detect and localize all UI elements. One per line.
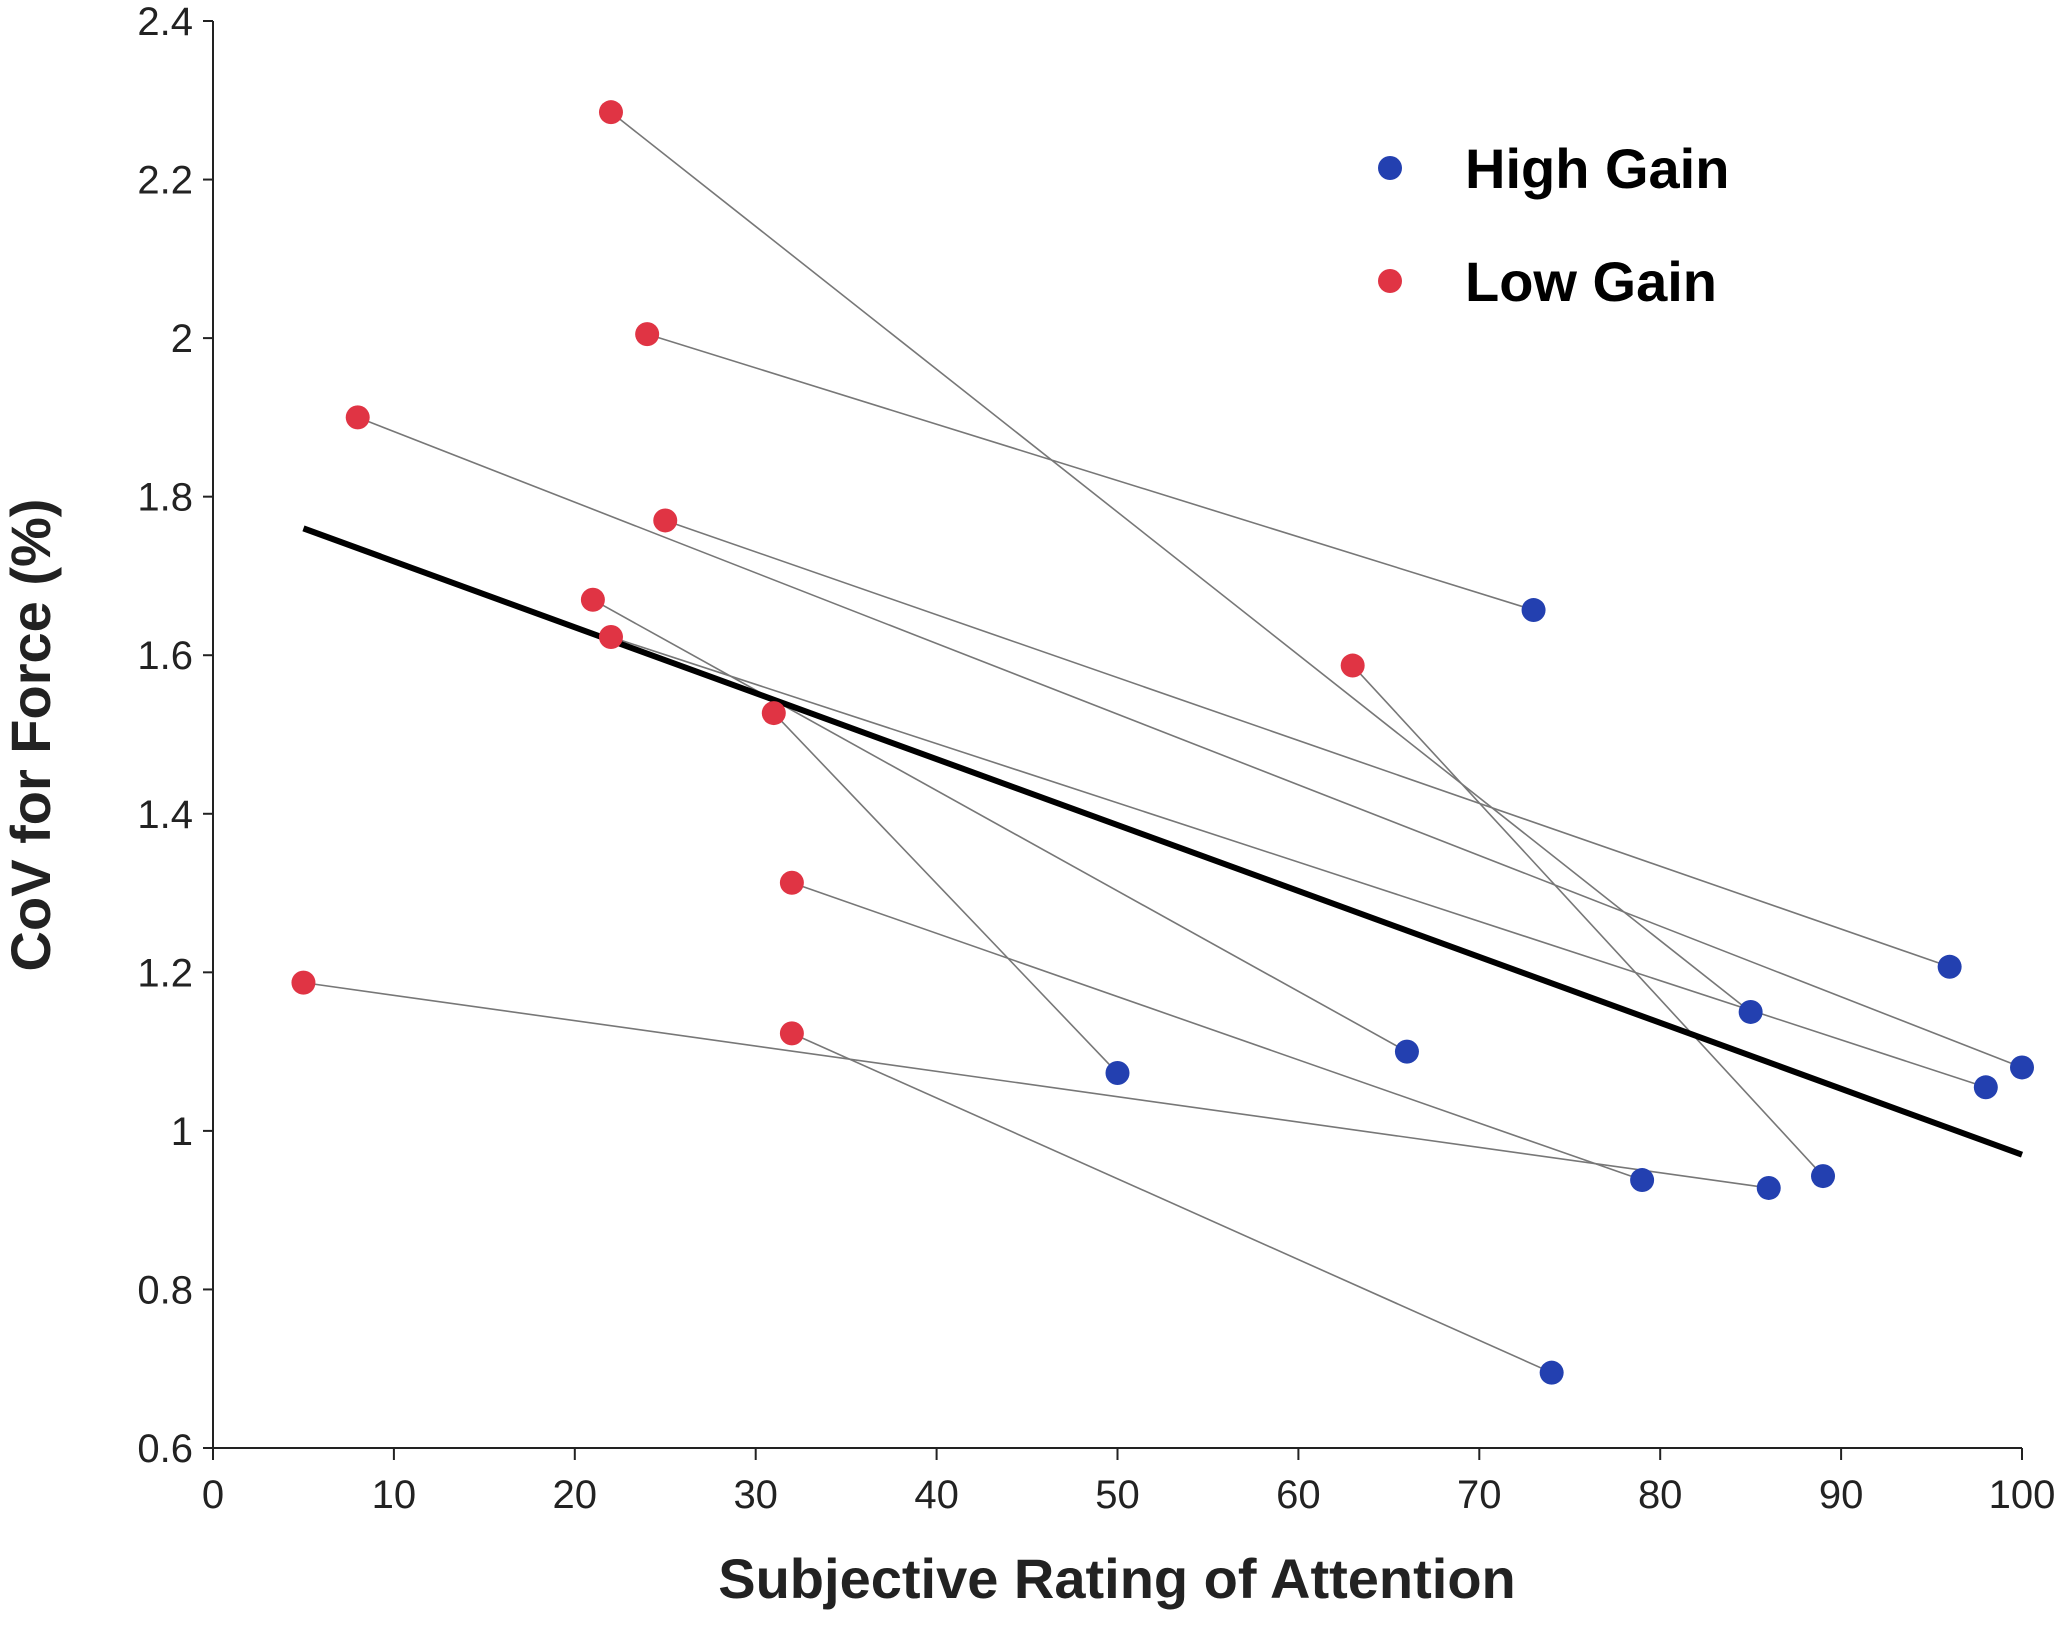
data-point	[1340, 653, 1365, 678]
y-tick-label: 0.8	[137, 1268, 193, 1312]
data-point	[1630, 1168, 1655, 1193]
pair-line	[773, 712, 1119, 1074]
pair-line	[791, 1032, 1552, 1374]
fit-line	[302, 525, 2024, 1158]
data-point	[1105, 1061, 1130, 1086]
pair-line	[646, 333, 1534, 611]
data-point	[1521, 598, 1546, 623]
x-tick-label: 10	[372, 1473, 417, 1517]
pair-line	[1352, 664, 1824, 1177]
x-tick-label: 100	[1989, 1473, 2056, 1517]
y-tick-label: 1.6	[137, 634, 193, 678]
x-tick-label: 70	[1457, 1473, 1502, 1517]
data-point	[1539, 1360, 1564, 1385]
data-point	[1394, 1039, 1419, 1064]
legend-marker	[1378, 269, 1402, 293]
data-point	[1738, 999, 1763, 1024]
data-point	[653, 508, 678, 533]
data-point	[291, 970, 316, 995]
data-point	[779, 1021, 804, 1046]
data-point	[635, 322, 660, 347]
data-point	[598, 624, 623, 649]
y-tick-label: 2.2	[137, 159, 193, 203]
data-point	[779, 870, 804, 895]
legend-marker	[1378, 156, 1402, 180]
y-tick-label: 2	[171, 317, 193, 361]
x-axis-label: Subjective Rating of Attention	[718, 1547, 1515, 1610]
pair-line	[791, 881, 1643, 1181]
data-point	[1756, 1175, 1781, 1200]
pair-line	[357, 416, 2023, 1069]
x-tick-label: 20	[553, 1473, 598, 1517]
y-axis-label: CoV for Force (%)	[0, 499, 62, 972]
y-tick-label: 0.6	[137, 1427, 193, 1471]
pair-line	[610, 636, 1987, 1089]
y-tick-label: 1.4	[137, 793, 193, 837]
x-tick-label: 80	[1638, 1473, 1683, 1517]
pair-line	[303, 981, 1769, 1189]
data-point	[761, 701, 786, 726]
x-tick-label: 0	[202, 1473, 224, 1517]
pair-line	[664, 519, 1950, 968]
y-tick-label: 2.4	[137, 0, 193, 44]
y-tick-label: 1.2	[137, 951, 193, 995]
legend-label: Low Gain	[1465, 250, 1717, 313]
data-point	[2010, 1055, 2034, 1080]
data-point	[345, 405, 370, 430]
x-tick-label: 90	[1819, 1473, 1864, 1517]
data-point	[1811, 1164, 1836, 1189]
y-tick-label: 1	[171, 1110, 193, 1154]
y-tick-label: 1.8	[137, 476, 193, 520]
x-tick-label: 40	[914, 1473, 959, 1517]
data-point	[1973, 1075, 1998, 1100]
pair-line	[610, 111, 1752, 1013]
legend-label: High Gain	[1465, 137, 1729, 200]
data-point	[598, 100, 623, 125]
x-tick-label: 50	[1095, 1473, 1140, 1517]
x-tick-label: 60	[1276, 1473, 1321, 1517]
data-point	[580, 587, 605, 612]
x-tick-label: 30	[733, 1473, 778, 1517]
data-point	[1937, 954, 1962, 979]
